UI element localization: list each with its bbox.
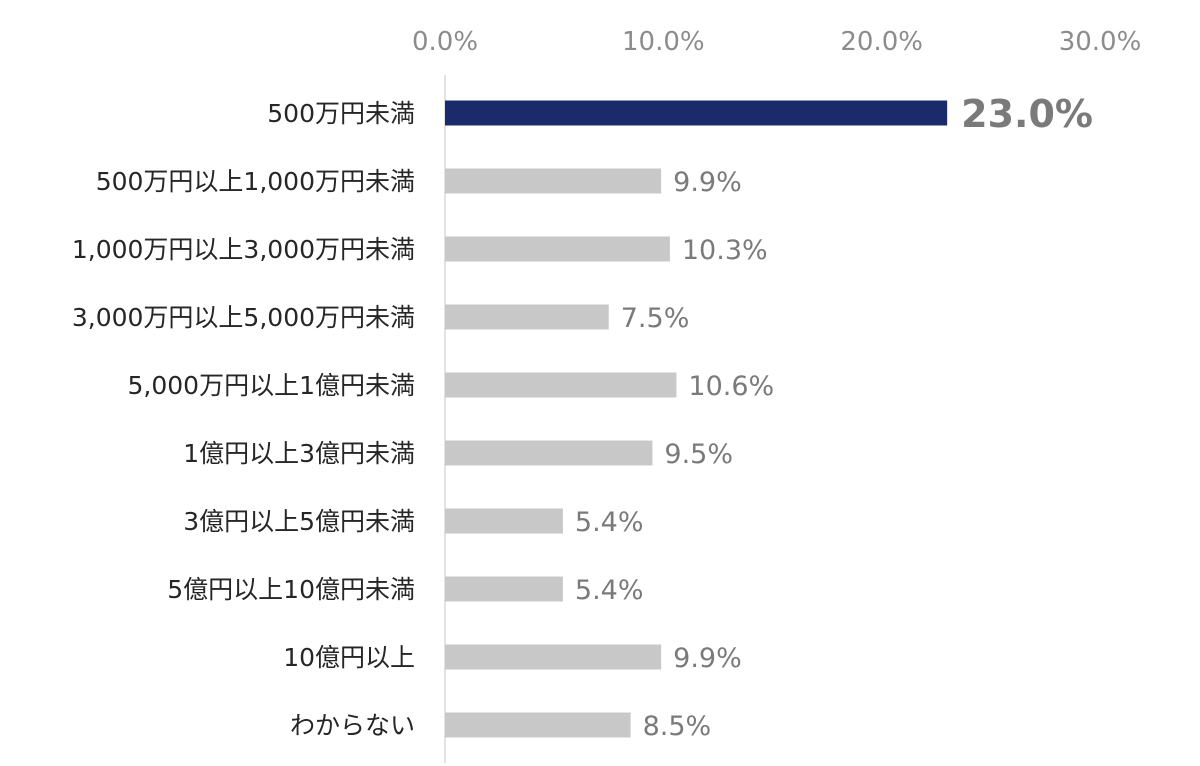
value-label: 9.5% [664, 439, 733, 470]
value-label: 23.0% [961, 92, 1093, 136]
bar [445, 100, 948, 126]
x-tick-label: 20.0% [840, 27, 923, 57]
bar [445, 508, 563, 534]
value-label: 7.5% [621, 303, 690, 334]
category-label: 3億円以上5億円未満 [183, 507, 415, 536]
category-label: 5,000万円以上1億円未満 [128, 371, 415, 400]
value-label: 10.6% [688, 371, 774, 402]
category-label: わからない [290, 711, 415, 740]
category-label: 500万円以上1,000万円未満 [96, 167, 415, 196]
category-label: 5億円以上10億円未満 [167, 575, 415, 604]
bar [445, 372, 677, 398]
value-label: 5.4% [575, 507, 644, 538]
value-label: 10.3% [682, 235, 768, 266]
x-tick-label: 30.0% [1059, 27, 1142, 57]
category-label: 10億円以上 [283, 643, 415, 672]
bar [445, 440, 653, 466]
value-label: 9.9% [673, 643, 742, 674]
category-label: 1億円以上3億円未満 [183, 439, 415, 468]
x-tick-label: 10.0% [622, 27, 705, 57]
bar [445, 304, 609, 330]
value-label: 9.9% [673, 167, 742, 198]
value-label: 5.4% [575, 575, 644, 606]
category-label: 1,000万円以上3,000万円未満 [72, 235, 415, 264]
category-label: 500万円未満 [267, 99, 415, 128]
bar [445, 712, 631, 738]
bar [445, 576, 563, 602]
bar [445, 644, 662, 670]
value-label: 8.5% [643, 711, 712, 742]
x-tick-label: 0.0% [412, 27, 478, 57]
category-label: 3,000万円以上5,000万円未満 [72, 303, 415, 332]
bar [445, 168, 662, 194]
bar [445, 236, 670, 262]
